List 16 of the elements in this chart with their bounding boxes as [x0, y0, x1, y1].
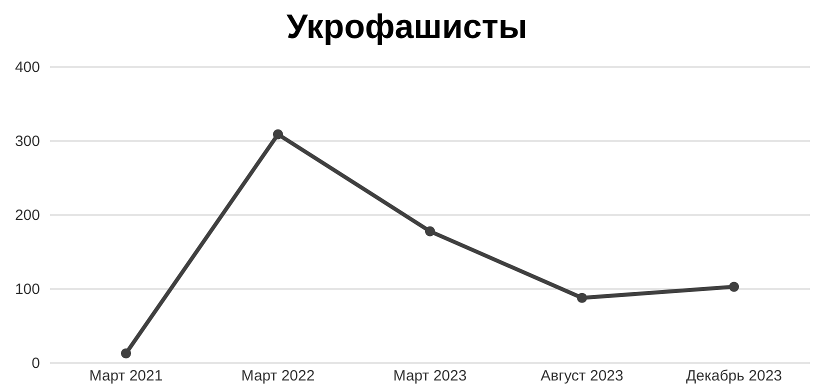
y-tick-label: 300	[14, 132, 40, 150]
point	[272, 129, 284, 140]
y-tick-label: 100	[14, 280, 40, 298]
chart-title: Укрофашисты	[286, 8, 528, 46]
x-tick-label: Март 2021	[89, 368, 163, 385]
y-tick-label: 0	[32, 354, 40, 372]
x-tick-label: Март 2023	[393, 368, 467, 385]
y-tick-label: 200	[14, 206, 40, 224]
x-tick-label: Декабрь 2023	[686, 368, 782, 385]
x-tick-label: Март 2022	[241, 368, 315, 385]
point	[728, 282, 740, 292]
point	[120, 348, 132, 358]
point	[424, 226, 436, 236]
point	[576, 292, 588, 303]
x-tick-label: Август 2023	[540, 368, 624, 385]
y-tick-label: 400	[14, 58, 40, 76]
